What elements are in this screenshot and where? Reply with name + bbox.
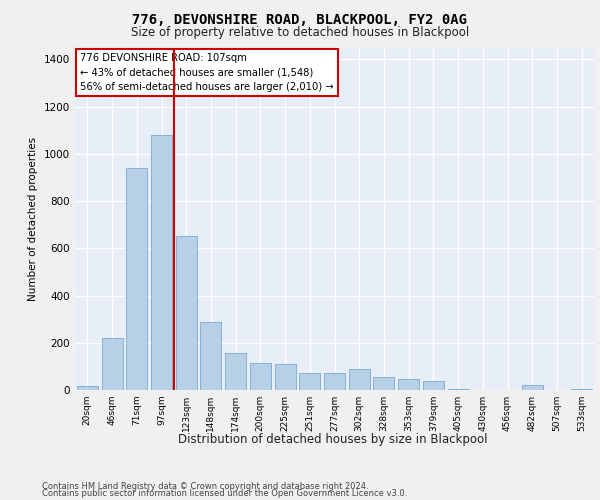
Text: 776 DEVONSHIRE ROAD: 107sqm
← 43% of detached houses are smaller (1,548)
56% of : 776 DEVONSHIRE ROAD: 107sqm ← 43% of det… [80, 52, 334, 92]
Bar [101, 338, 122, 390]
Bar [423, 380, 444, 390]
Bar [126, 168, 147, 390]
Bar [275, 364, 296, 390]
Text: Size of property relative to detached houses in Blackpool: Size of property relative to detached ho… [131, 26, 469, 39]
Bar [250, 363, 271, 390]
Bar [176, 236, 197, 390]
Bar [225, 354, 246, 390]
Bar [373, 377, 394, 390]
Bar [324, 374, 345, 390]
Bar [77, 386, 98, 390]
Y-axis label: Number of detached properties: Number of detached properties [28, 136, 38, 301]
Text: 776, DEVONSHIRE ROAD, BLACKPOOL, FY2 0AG: 776, DEVONSHIRE ROAD, BLACKPOOL, FY2 0AG [133, 12, 467, 26]
Bar [151, 135, 172, 390]
Text: Contains HM Land Registry data © Crown copyright and database right 2024.: Contains HM Land Registry data © Crown c… [42, 482, 368, 491]
Bar [200, 322, 221, 390]
Bar [522, 386, 543, 390]
Bar [398, 380, 419, 390]
Bar [349, 368, 370, 390]
Bar [299, 374, 320, 390]
Text: Contains public sector information licensed under the Open Government Licence v3: Contains public sector information licen… [42, 490, 407, 498]
Text: Distribution of detached houses by size in Blackpool: Distribution of detached houses by size … [178, 432, 488, 446]
